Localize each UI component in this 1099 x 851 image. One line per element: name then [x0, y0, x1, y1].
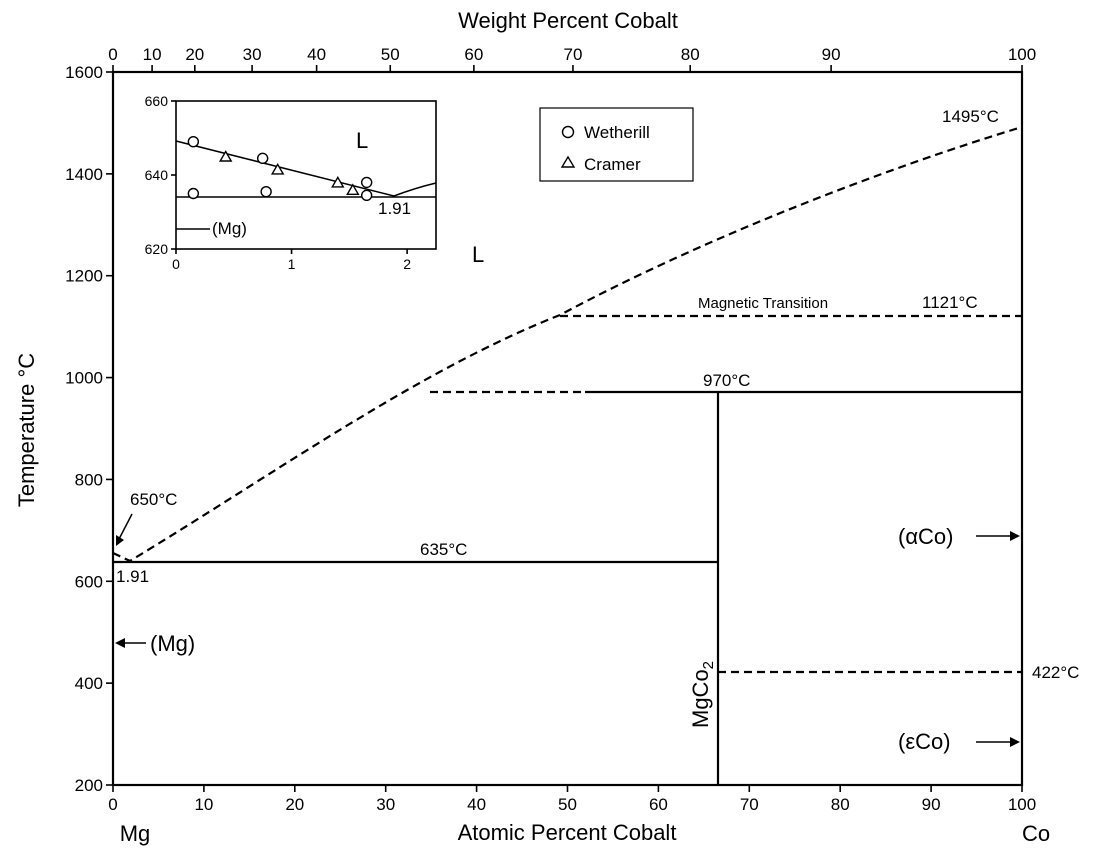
weight-axis-ticks: 0 10 20 30 40 50 60 70 80 90 100 [108, 45, 1036, 72]
temp-635-label: 635°C [420, 540, 467, 559]
mgco2-label: MgCo2 [688, 661, 717, 728]
wt-tick-label: 10 [143, 45, 162, 64]
x-axis-ticks: 0 10 20 30 40 50 60 70 80 90 100 [108, 785, 1036, 814]
arrow-650-shaft [117, 513, 133, 542]
y-tick-label: 1000 [65, 369, 103, 388]
magnetic-transition-label: Magnetic Transition [698, 295, 828, 312]
legend: Wetherill Cramer [539, 107, 694, 182]
temp-1495-label: 1495°C [942, 107, 999, 126]
wetherill-point [256, 152, 269, 165]
inset-y-tick-label: 640 [145, 167, 169, 183]
inset-liquidus-line [175, 140, 395, 197]
inset-x-tick-label: 0 [172, 256, 180, 272]
legend-box [539, 107, 694, 182]
temp-422-label: 422°C [1032, 663, 1079, 682]
inset-frame [175, 100, 437, 250]
alpha-co-arrow-head [1010, 531, 1020, 541]
plot-frame [111, 70, 1024, 787]
inset-x-tick-label: 2 [403, 256, 411, 272]
mg-phase-arrow-head [115, 638, 125, 648]
arrow-650-head [116, 535, 124, 546]
mg-phase-label: (Mg) [150, 631, 195, 656]
temp-970-label: 970°C [703, 371, 750, 390]
epsilon-co-arrow-head [1010, 737, 1020, 747]
atomic-percent-title: Atomic Percent Cobalt [458, 820, 677, 845]
legend-wetherill-marker [561, 125, 575, 139]
y-tick-label: 600 [75, 572, 103, 591]
y-tick-label: 800 [75, 470, 103, 489]
temp-1121-label: 1121°C [922, 293, 978, 312]
wetherill-point [260, 185, 272, 198]
x-tick-label: 70 [740, 795, 759, 814]
wt-tick-label: 100 [1008, 45, 1036, 64]
x-tick-label: 10 [194, 795, 213, 814]
weight-percent-title: Weight Percent Cobalt [458, 8, 678, 33]
wt-tick-label: 90 [822, 45, 841, 64]
inset-liquidus-right [393, 182, 437, 197]
cramer-point [270, 163, 285, 175]
alpha-co-label: (αCo) [898, 524, 954, 549]
wetherill-point [187, 135, 200, 148]
wt-tick-label: 20 [185, 45, 204, 64]
cramer-point [346, 183, 360, 195]
y-tick-label: 400 [75, 674, 103, 693]
x-tick-label: 80 [831, 795, 850, 814]
inset-mg-label: (Mg) [212, 219, 247, 238]
inset-y-tick-label: 620 [145, 241, 169, 257]
legend-cramer-marker [560, 155, 576, 168]
epsilon-co-label: (εCo) [898, 729, 951, 754]
wt-tick-label: 50 [381, 45, 400, 64]
y-tick-label: 1200 [65, 267, 103, 286]
liquid-label: L [472, 242, 484, 267]
x-tick-label: 20 [285, 795, 304, 814]
temp-650-label: 650°C [130, 490, 177, 509]
inset-data-points [187, 135, 373, 202]
x-tick-label: 40 [467, 795, 486, 814]
x-tick-label: 90 [922, 795, 941, 814]
x-tick-label: 60 [649, 795, 668, 814]
x-tick-label: 50 [558, 795, 577, 814]
x-tick-label: 30 [376, 795, 395, 814]
element-mg-label: Mg [120, 821, 151, 846]
inset-plot: 0 1 2 620 640 660 (Mg) L 1.91 [145, 93, 437, 272]
cramer-point [331, 176, 345, 188]
y-tick-label: 200 [75, 776, 103, 795]
cramer-point [218, 150, 233, 162]
wetherill-point [360, 176, 373, 189]
liquidus-curve [112, 125, 1023, 563]
wt-tick-label: 70 [563, 45, 582, 64]
wt-tick-label: 60 [464, 45, 483, 64]
wt-tick-label: 80 [681, 45, 700, 64]
y-tick-label: 1600 [65, 63, 103, 82]
inset-y-tick-label: 660 [145, 93, 169, 109]
wt-tick-label: 30 [243, 45, 262, 64]
wetherill-point [187, 187, 200, 200]
x-tick-label: 100 [1008, 795, 1036, 814]
wt-tick-label: 40 [307, 45, 326, 64]
wt-tick-label: 0 [108, 45, 117, 64]
eutectic-composition-label: 1.91 [116, 567, 149, 586]
legend-cramer-label: Cramer [584, 155, 641, 174]
x-tick-label: 0 [108, 795, 117, 814]
inset-axis-ticks: 0 1 2 620 640 660 [145, 93, 412, 272]
temperature-axis-title: Temperature °C [14, 353, 39, 507]
inset-liquid-label: L [356, 128, 368, 153]
legend-wetherill-label: Wetherill [584, 123, 650, 142]
y-tick-label: 1400 [65, 165, 103, 184]
wetherill-point [360, 189, 373, 202]
y-axis-ticks: 200 400 600 800 1000 1200 1400 1600 [65, 63, 113, 795]
element-co-label: Co [1022, 821, 1050, 846]
inset-eutectic-label: 1.91 [378, 199, 411, 218]
inset-x-tick-label: 1 [288, 256, 296, 272]
